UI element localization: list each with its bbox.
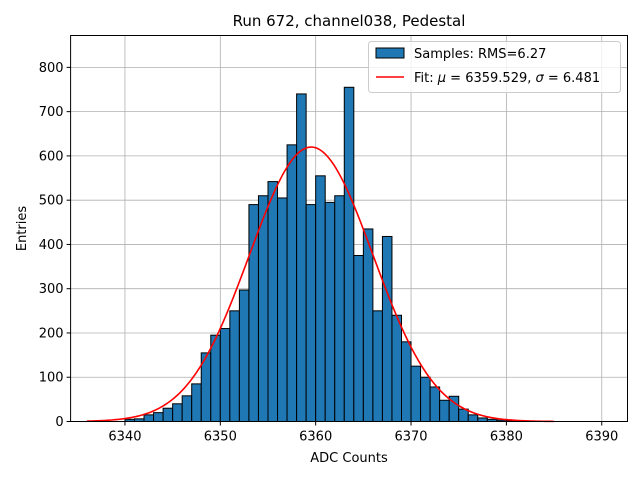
- x-tick-label: 6370: [394, 430, 427, 445]
- legend-fit-prefix: Fit:: [414, 71, 438, 86]
- histogram-bar: [286, 144, 298, 422]
- histogram-bar: [305, 204, 317, 422]
- histogram-bar: [477, 417, 488, 422]
- histogram-bars: [124, 86, 536, 423]
- y-tick-label: 400: [39, 238, 64, 253]
- histogram-bar: [238, 289, 250, 422]
- legend-fit-mu-symbol: μ: [437, 71, 446, 86]
- histogram-bar: [229, 310, 240, 423]
- histogram-bar: [210, 334, 221, 422]
- legend-fit-mu-value: = 6359.529,: [446, 71, 535, 86]
- histogram-bar: [467, 414, 479, 422]
- histogram-bar: [362, 228, 374, 422]
- x-tick-label: 6340: [108, 430, 141, 445]
- plot-frame: [70, 35, 629, 422]
- axis-ticks: 6340 6350 6360 6370 6380 6390 0 100 200 300 400 500…: [39, 61, 619, 445]
- y-tick-label: 500: [39, 194, 64, 209]
- legend-fit-sigma-value: = 6.481: [544, 71, 600, 86]
- histogram-bar: [153, 412, 164, 423]
- histogram-bar: [400, 341, 412, 423]
- histogram-bar: [429, 386, 441, 422]
- histogram-bar: [324, 201, 336, 422]
- histogram-bar: [181, 395, 193, 422]
- histogram-bar: [420, 376, 431, 423]
- histogram-bar: [439, 399, 450, 422]
- y-tick-label: 200: [39, 326, 64, 341]
- x-tick-label: 6360: [299, 430, 332, 445]
- legend-box: [368, 41, 621, 93]
- x-axis-label: ADC Counts: [310, 451, 388, 466]
- histogram-bar: [296, 93, 307, 423]
- legend-fit-label: Fit: μ = 6359.529, σ = 6.481: [414, 71, 600, 86]
- y-tick-label: 800: [39, 61, 64, 76]
- histogram-bar: [315, 175, 326, 422]
- legend: Samples: RMS=6.27 Fit: μ = 6359.529, σ =…: [368, 41, 621, 93]
- histogram-bar: [162, 407, 174, 423]
- histogram-bar: [248, 204, 259, 422]
- y-axis-label: Entries: [15, 206, 30, 252]
- histogram-bar: [381, 235, 393, 422]
- y-tick-label: 0: [55, 415, 63, 430]
- histogram-bar: [267, 181, 279, 422]
- histogram-bar: [410, 365, 422, 422]
- histogram-bar: [219, 328, 231, 423]
- legend-samples-swatch: [375, 47, 405, 59]
- histogram-bar: [143, 414, 155, 422]
- y-tick-label: 300: [39, 282, 64, 297]
- histogram-bar: [372, 310, 383, 423]
- histogram-bar: [334, 195, 345, 422]
- x-tick-label: 6390: [585, 430, 618, 445]
- histogram-bar: [191, 383, 202, 422]
- y-tick-label: 700: [39, 105, 64, 120]
- histogram-bar: [343, 86, 355, 422]
- histogram-bar: [257, 195, 269, 422]
- histogram-bar: [458, 408, 469, 422]
- y-tick-label: 600: [39, 149, 64, 164]
- legend-samples-label: Samples: RMS=6.27: [414, 47, 546, 62]
- legend-fit-sigma-symbol: σ: [536, 71, 545, 86]
- fit-curve-group: [86, 146, 555, 423]
- x-tick-label: 6350: [204, 430, 237, 445]
- fit-curve: [86, 146, 555, 423]
- histogram-bar: [172, 403, 183, 423]
- chart-title: Run 672, channel038, Pedestal: [233, 12, 466, 30]
- histogram-bar: [353, 255, 364, 422]
- histogram-bar: [277, 197, 288, 422]
- x-tick-label: 6380: [490, 430, 523, 445]
- histogram-bar: [391, 314, 402, 423]
- y-tick-label: 100: [39, 371, 64, 386]
